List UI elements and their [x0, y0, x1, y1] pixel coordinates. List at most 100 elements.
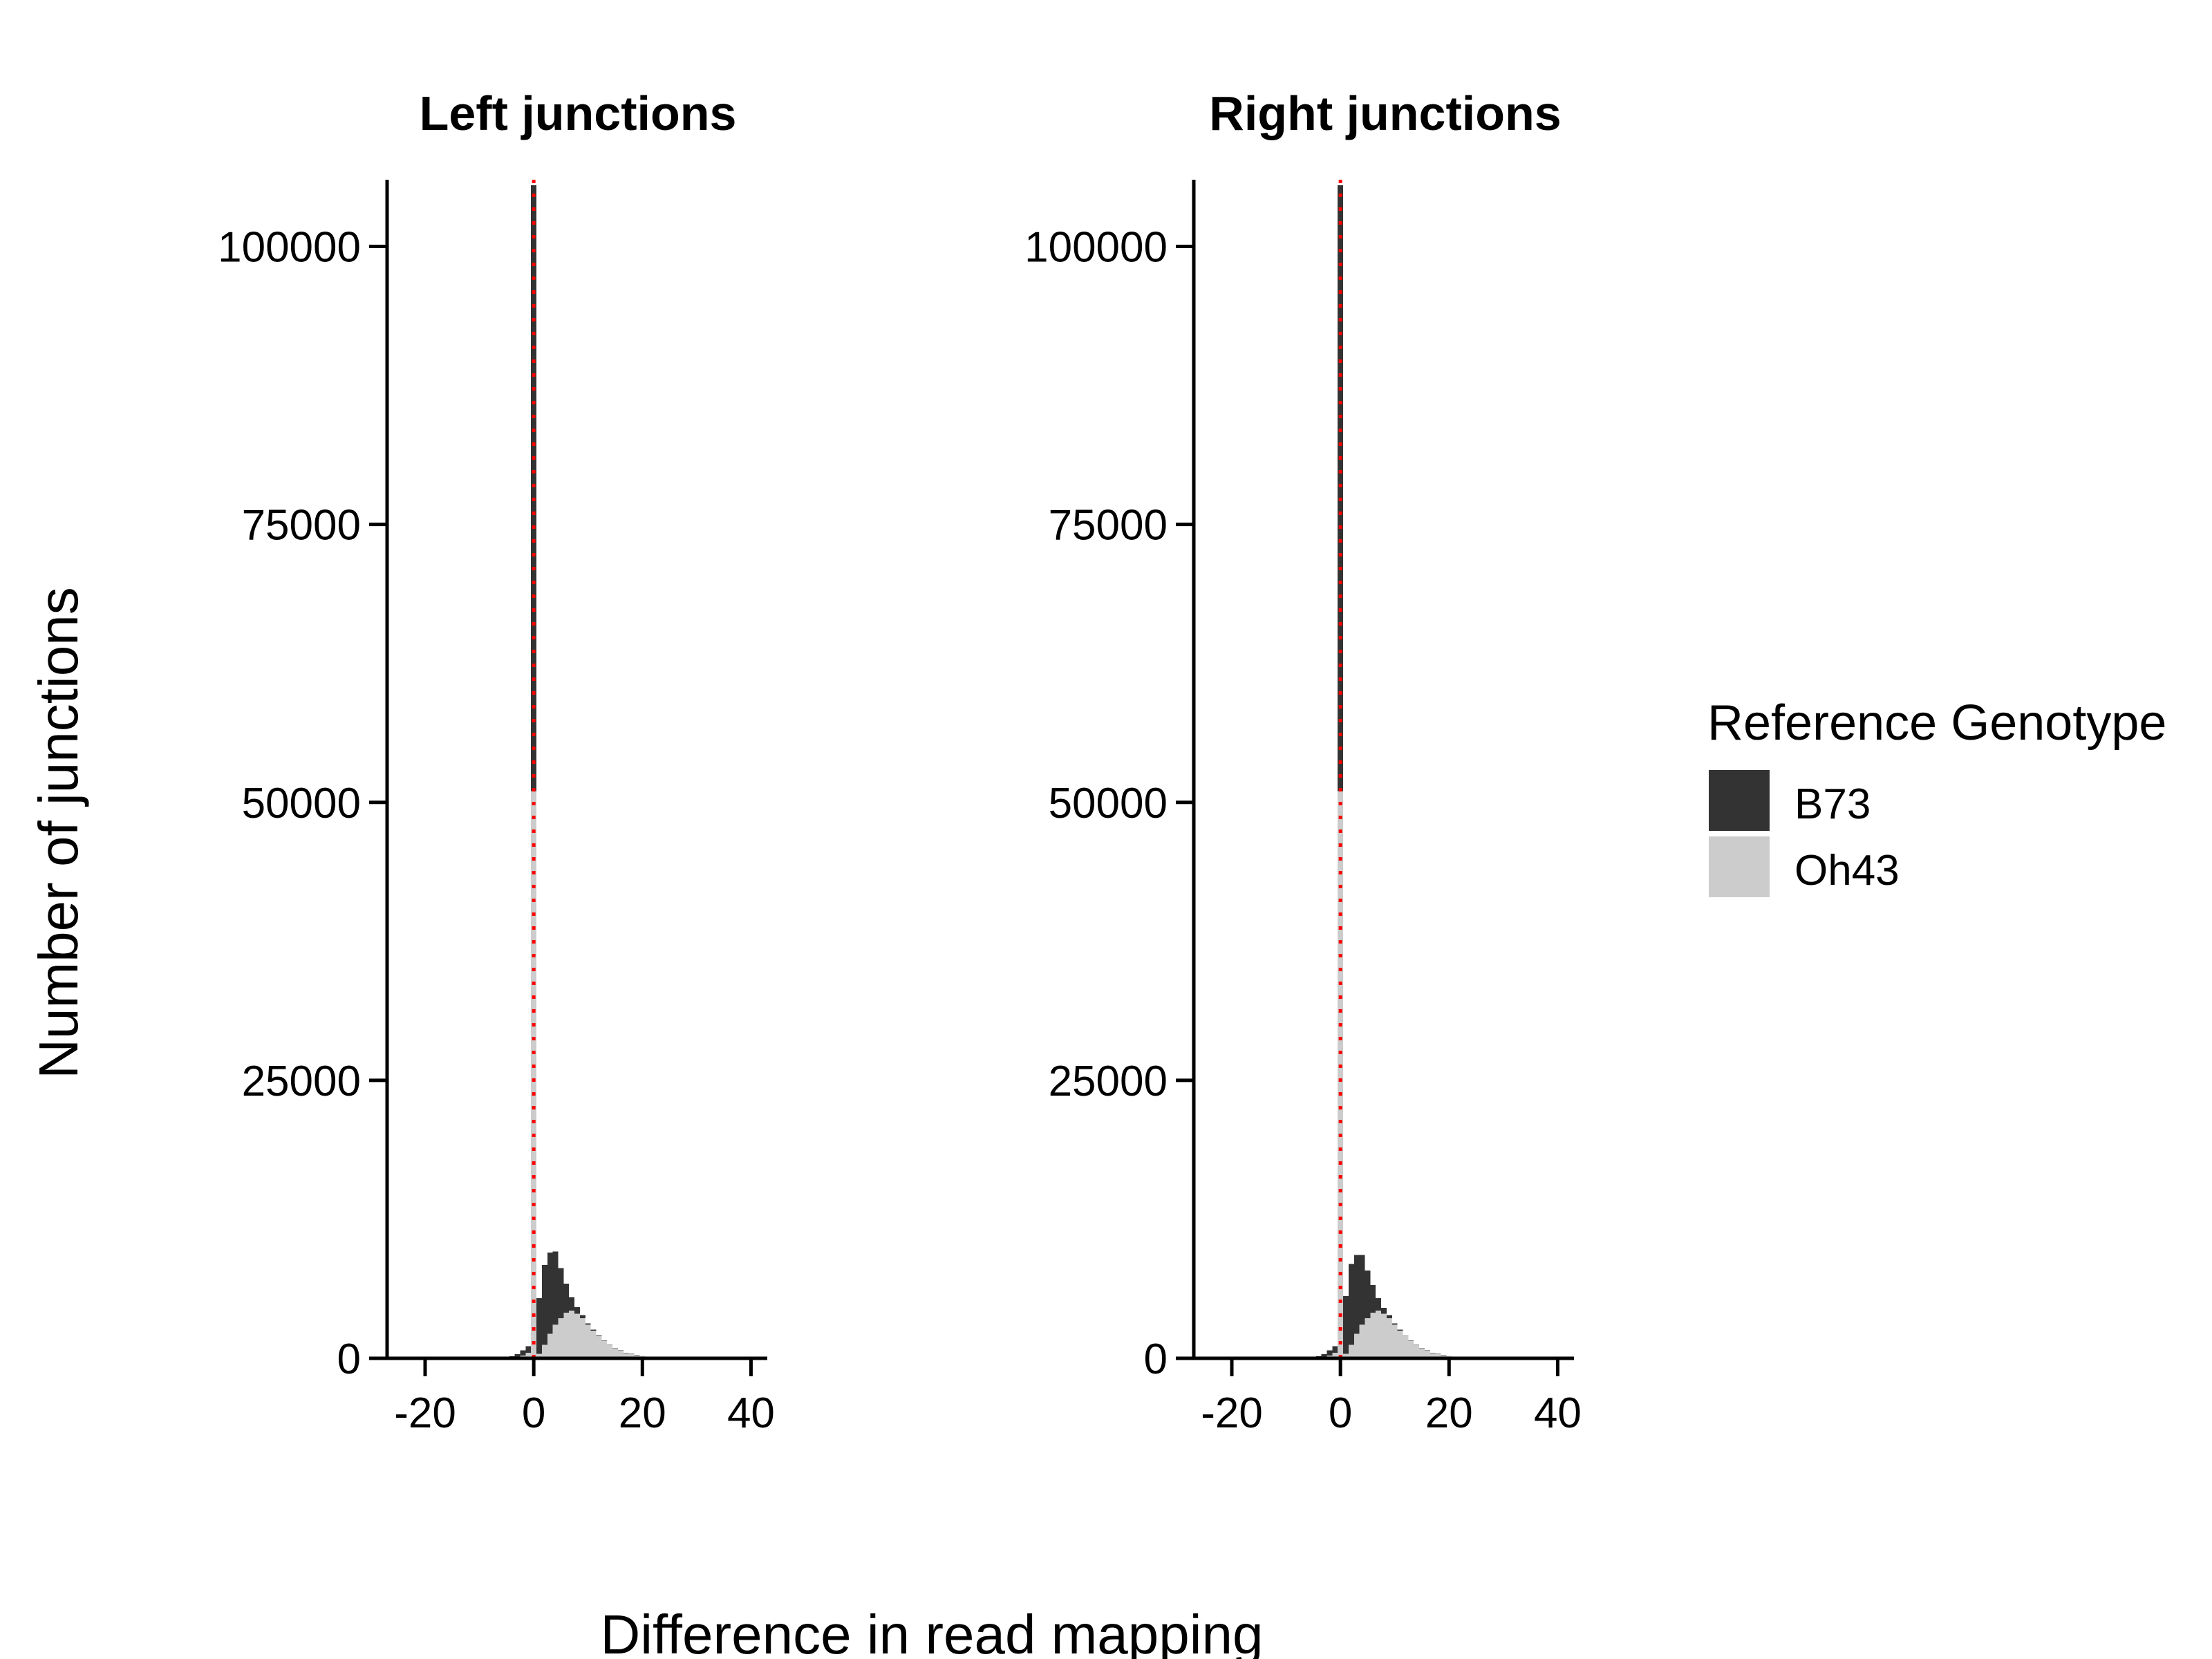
bar-b73-bin-4 — [552, 1251, 559, 1325]
y-tick-label: 50000 — [1049, 780, 1168, 827]
bar-oh43-bin-10 — [1391, 1324, 1398, 1358]
bar-oh43-bin-15 — [612, 1348, 618, 1358]
bar-oh43-bin-12 — [596, 1335, 602, 1358]
bar-oh43-bin-1 — [536, 1353, 542, 1358]
bar-oh43-bin-5 — [558, 1318, 564, 1358]
y-tick-label: 75000 — [1049, 502, 1168, 550]
y-tick-label: 50000 — [242, 780, 361, 827]
bar-oh43-bin-18 — [1435, 1353, 1441, 1358]
bar-b73-bin-13 — [601, 1340, 608, 1341]
bar-b73-bin-8 — [574, 1307, 580, 1314]
bar-oh43-bin-2 — [1348, 1344, 1354, 1358]
bar-oh43-bin-15 — [1419, 1348, 1425, 1358]
bar-oh43-bin-14 — [607, 1344, 613, 1358]
bar-oh43-bin-8 — [574, 1313, 580, 1358]
bar-b73-bin-2 — [1348, 1264, 1354, 1345]
bar-b73-bin-2 — [541, 1264, 547, 1345]
bar-oh43-bin-17 — [1430, 1352, 1436, 1358]
bar-oh43-bin-6 — [563, 1313, 570, 1358]
bar-b73-bin-1 — [536, 1298, 542, 1354]
bar-oh43-bin-9 — [579, 1318, 585, 1358]
panel-right-junctions: Right junctions 0 25000 50000 75000 100000 -2… — [1024, 86, 1582, 1437]
bar-oh43-bin-3 — [547, 1333, 553, 1358]
bar-b73-bin-19 — [1441, 1355, 1447, 1356]
bar-oh43-bin-7 — [569, 1310, 575, 1358]
bar-b73-bin-1 — [1343, 1295, 1349, 1354]
bar-b73-bin-6 — [1370, 1284, 1376, 1313]
bar-oh43-bin-3 — [1353, 1333, 1360, 1358]
y-tick-label: 25000 — [242, 1058, 361, 1105]
bar-oh43-bin-9 — [1386, 1318, 1392, 1358]
bar-b73-bin-0 — [531, 185, 537, 791]
x-tick-label: 40 — [1534, 1389, 1582, 1437]
bar-oh43-bin-7 — [1376, 1310, 1382, 1358]
bar-b73-bin-12 — [1403, 1335, 1409, 1336]
bar-oh43-bin-16 — [617, 1350, 624, 1358]
bar-b73-bin-5 — [558, 1268, 564, 1319]
y-tick-label: 100000 — [1024, 224, 1168, 272]
bar-oh43-bin-16 — [1424, 1350, 1430, 1358]
bar-b73-bin-7 — [569, 1297, 575, 1311]
legend-item-b73: B73 — [1709, 770, 1871, 831]
bar-oh43-bin-17 — [623, 1352, 629, 1358]
bar-b73-bin-18 — [628, 1353, 635, 1355]
x-tick-label: 40 — [727, 1389, 775, 1437]
bar-b73-bin-3 — [547, 1253, 553, 1334]
x-axis-title: Difference in read mapping — [600, 1604, 1263, 1659]
histogram-bars — [498, 185, 711, 1359]
panel-left-junctions: Left junctions 0 25000 50000 75000 100000 -20… — [218, 86, 775, 1437]
axes: 0 25000 50000 75000 100000 -20 0 20 40 — [1024, 180, 1582, 1437]
bar-b73-bin-0 — [1338, 185, 1344, 791]
legend-label-oh43: Oh43 — [1794, 847, 1900, 894]
bar-oh43-bin-2 — [541, 1344, 547, 1358]
bar-b73-bin--1 — [1332, 1346, 1338, 1353]
bar-oh43-bin-0 — [531, 791, 537, 1358]
x-tick-label: 0 — [1329, 1389, 1352, 1437]
bar-oh43-bin-5 — [1365, 1318, 1371, 1358]
bar-oh43-bin-6 — [1370, 1313, 1376, 1358]
y-tick-label: 0 — [337, 1335, 361, 1383]
bar-b73-bin--3 — [514, 1354, 521, 1358]
y-axis-title: Number of junctions — [28, 587, 89, 1078]
bar-b73-bin--3 — [1321, 1354, 1327, 1358]
bar-b73-bin--2 — [520, 1350, 526, 1356]
x-tick-label: -20 — [394, 1389, 456, 1437]
legend: Reference Genotype B73 Oh43 — [1707, 695, 2166, 897]
bar-oh43-bin-11 — [1397, 1330, 1403, 1358]
bar-b73-bin-13 — [1408, 1340, 1414, 1341]
bar-b73-bin--2 — [1327, 1350, 1333, 1356]
bar-b73-bin-8 — [1381, 1307, 1387, 1314]
bar-b73-bin-14 — [607, 1344, 613, 1346]
bar-b73-bin--1 — [525, 1346, 532, 1353]
bar-b73-bin-5 — [1365, 1270, 1371, 1319]
y-tick-label: 75000 — [242, 502, 361, 550]
histogram-bars — [1305, 185, 1517, 1359]
y-tick-label: 100000 — [218, 224, 361, 272]
panel-title: Left junctions — [420, 86, 737, 140]
legend-title: Reference Genotype — [1707, 695, 2166, 751]
bar-oh43-bin--1 — [1332, 1352, 1338, 1358]
legend-item-oh43: Oh43 — [1709, 836, 1900, 897]
bar-oh43-bin-10 — [585, 1324, 591, 1358]
y-tick-label: 0 — [1144, 1335, 1168, 1383]
bar-b73-bin-4 — [1359, 1255, 1365, 1325]
bar-b73-bin-6 — [563, 1284, 570, 1313]
panel-title: Right junctions — [1209, 86, 1561, 140]
x-tick-label: 20 — [619, 1389, 666, 1437]
bar-oh43-bin-8 — [1381, 1313, 1387, 1358]
axes: 0 25000 50000 75000 100000 -20 0 20 40 — [218, 180, 775, 1437]
bar-oh43-bin--1 — [525, 1352, 532, 1358]
bar-b73-bin-10 — [1391, 1323, 1398, 1325]
bar-b73-bin-9 — [579, 1315, 585, 1319]
legend-label-b73: B73 — [1794, 780, 1871, 828]
bar-b73-bin-15 — [612, 1348, 618, 1349]
bar-oh43-bin-1 — [1343, 1353, 1349, 1358]
x-tick-label: 0 — [522, 1389, 545, 1437]
bar-b73-bin-7 — [1376, 1298, 1382, 1311]
x-tick-label: 20 — [1425, 1389, 1473, 1437]
bar-oh43-bin-4 — [1359, 1324, 1365, 1358]
legend-key-oh43 — [1709, 836, 1770, 897]
bar-b73-bin-11 — [590, 1329, 597, 1331]
x-tick-label: -20 — [1201, 1389, 1263, 1437]
